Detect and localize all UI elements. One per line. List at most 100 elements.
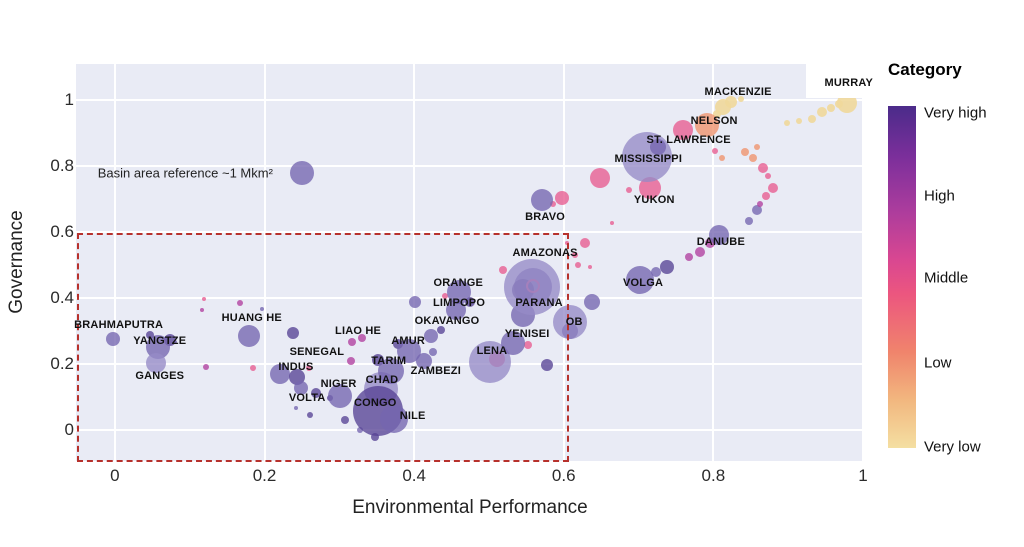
scatter-dot [764,172,771,179]
legend-label: High [924,187,955,205]
y-tick-label: 0.4 [50,287,74,307]
y-tick-label: 0.6 [50,221,74,241]
scatter-dot [341,416,350,425]
basin-label: HUANG HE [221,312,282,325]
scatter-dot [740,148,749,157]
basin-label: YENISEI [504,327,550,340]
scatter-dot [249,364,256,371]
gridline-x [413,64,416,461]
scatter-dot [441,292,448,299]
scatter-dot [783,120,790,127]
scatter-dot [738,95,745,102]
basin-label: LIMPOPO [432,296,486,309]
scatter-dot [745,217,754,226]
scatter-dot [541,358,554,371]
scatter-dot [201,296,206,301]
basin-label: BRAVO [525,211,566,224]
basin-label: DANUBE [696,235,745,248]
y-tick-label: 1 [64,89,74,109]
basin-label: TARIM [371,355,407,367]
scatter-dot [392,338,403,349]
basin-bubble [379,405,408,434]
scatter-dot [408,295,421,308]
basin-bubble [708,224,729,245]
basin-bubble [715,98,732,115]
x-tick-label: 1 [858,466,868,485]
scatter-dot [756,200,763,207]
basin-bubble [503,259,560,316]
gridline-y [76,230,863,233]
legend-label: Low [924,354,952,372]
y-tick-label: 0.2 [50,353,74,373]
basin-label: YANGTZE [133,334,187,347]
basin-label: VOLGA [622,277,664,290]
basin-bubble [446,299,467,320]
scatter-dot [753,143,760,150]
scatter-dot [307,412,314,419]
basin-label: GANGES [135,369,185,382]
basin-bubble [357,333,366,342]
scatter-dot [587,264,592,269]
basin-bubble [638,177,661,200]
x-tick-label: 0.2 [252,466,277,485]
plot-area: BRAHMAPUTRA YANGTZE GANGES HUANG HE SENEGAL I… [74,64,873,463]
basin-label: PARANA [515,296,563,309]
category-legend: Category Very high High Middle Low Very low [886,60,1024,460]
basin-label: NILE [399,410,426,423]
gridline-x [862,64,864,461]
gridline-y [76,428,863,431]
scatter-dot [584,293,601,310]
scatter-dot [200,307,205,312]
legend-label: Very low [924,438,981,456]
murray-label-background [806,64,863,98]
scatter-dot [203,363,210,370]
scatter-dot [371,432,380,441]
scatter-dot [564,240,569,245]
legend-label: Very high [924,104,987,122]
basin-bubble [396,339,421,364]
scatter-dot [499,265,508,274]
gridline-x [263,64,266,461]
scatter-dot [757,162,768,173]
basin-label: MURRAY [824,76,874,89]
basin-bubble [288,368,305,385]
scatter-dot [751,204,762,215]
scatter-dot [719,155,726,162]
basin-label: ORANGE [433,277,484,290]
scatter-dot [694,247,705,258]
basin-bubble [500,330,525,355]
scatter-dot [555,190,570,205]
basin-label: MISSISSIPPI [614,153,683,166]
basin-bubble [415,353,432,369]
x-tick-label: 0.6 [551,466,576,485]
scatter-dot [704,237,715,248]
scatter-dot [826,103,835,112]
scatter-dot [713,109,722,118]
basin-label: AMUR [391,334,426,347]
basin-label: CHAD [365,373,399,386]
basin-label: AMAZONAS [512,247,578,260]
basin-label: CONGO [353,396,397,409]
scatter-dot [347,357,356,365]
basin-label: LIAO HE [335,324,382,337]
scatter-dot [659,259,674,274]
basin-label: SENEGAL [289,346,345,359]
basin-bubble [423,328,438,343]
y-tick-label: 0 [64,419,74,439]
basin-label: BRAHMAPUTRA [74,319,164,332]
basin-label: OB [565,316,583,329]
basin-bubble [294,381,309,396]
basin-label: NELSON [690,115,738,128]
x-tick-label: 0.8 [701,466,726,485]
basin-label: YUKON [633,193,675,206]
basin-label: ST. LAWRENCE [646,133,731,146]
basin-label: VOLTA [288,391,326,404]
scatter-dot [357,426,364,433]
basin-label: OKAVANGO [414,315,480,328]
scatter-dot [672,120,693,140]
gridline-y [76,98,863,101]
scatter-dot [808,115,817,124]
scatter-dot [761,192,770,200]
gridline-x [712,64,715,461]
